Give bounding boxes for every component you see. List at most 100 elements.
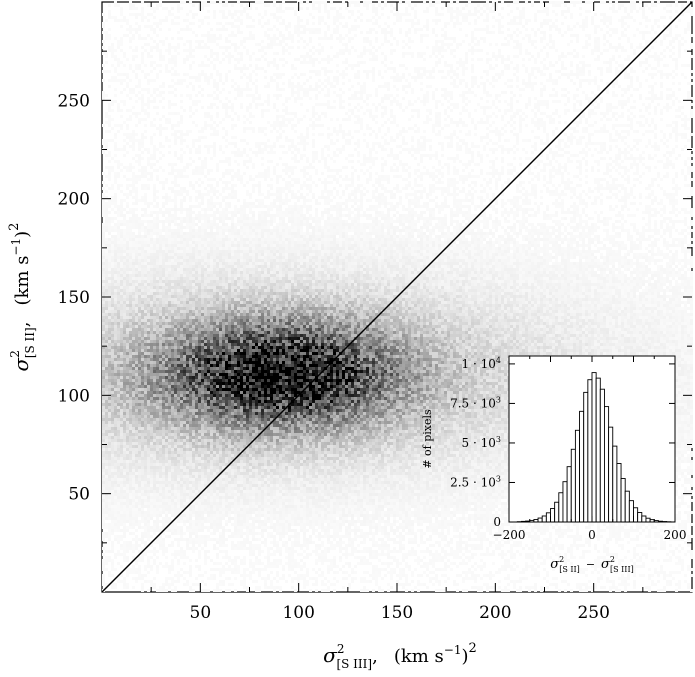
heatmap-cell [141, 223, 144, 226]
heatmap-cell [123, 139, 126, 142]
heatmap-cell [162, 115, 165, 118]
heatmap-cell [189, 565, 192, 568]
heatmap-cell [168, 349, 171, 352]
heatmap-cell [153, 22, 156, 25]
heatmap-cell [102, 262, 105, 265]
heatmap-cell [174, 478, 177, 481]
heatmap-cell [132, 502, 135, 505]
heatmap-cell [114, 229, 117, 232]
heatmap-cell [120, 406, 123, 409]
heatmap-cell [111, 388, 114, 391]
heatmap-cell [180, 340, 183, 343]
heatmap-cell [159, 232, 162, 235]
heatmap-cell [117, 343, 120, 346]
heatmap-cell [162, 385, 165, 388]
heatmap-cell [117, 280, 120, 283]
heatmap-cell [159, 454, 162, 457]
heatmap-cell [171, 490, 174, 493]
heatmap-cell [138, 469, 141, 472]
heatmap-cell [189, 532, 192, 535]
heatmap-cell [186, 310, 189, 313]
heatmap-cell [159, 151, 162, 154]
heatmap-cell [123, 268, 126, 271]
heatmap-cell [165, 499, 168, 502]
heatmap-cell [162, 244, 165, 247]
heatmap-cell [129, 238, 132, 241]
heatmap-cell [159, 547, 162, 550]
heatmap-cell [174, 526, 177, 529]
heatmap-cell [150, 439, 153, 442]
heatmap-cell [132, 172, 135, 175]
heatmap-cell [141, 172, 144, 175]
heatmap-cell [165, 562, 168, 565]
heatmap-cell [132, 568, 135, 571]
heatmap-cell [129, 322, 132, 325]
heatmap-cell [135, 469, 138, 472]
heatmap-cell [120, 262, 123, 265]
heatmap-cell [111, 196, 114, 199]
heatmap-cell [132, 133, 135, 136]
heatmap-cell [135, 67, 138, 70]
heatmap-cell [174, 169, 177, 172]
heatmap-cell [168, 436, 171, 439]
heatmap-cell [132, 382, 135, 385]
heatmap-cell [183, 379, 186, 382]
heatmap-cell [111, 199, 114, 202]
heatmap-cell [132, 352, 135, 355]
heatmap-cell [162, 205, 165, 208]
heatmap-cell [135, 190, 138, 193]
heatmap-cell [150, 433, 153, 436]
heatmap-cell [153, 583, 156, 586]
heatmap-cell [162, 337, 165, 340]
heatmap-cell [129, 328, 132, 331]
heatmap-cell [135, 256, 138, 259]
heatmap-cell [126, 118, 129, 121]
heatmap-cell [156, 436, 159, 439]
heatmap-cell [174, 394, 177, 397]
heatmap-cell [150, 445, 153, 448]
heatmap-cell [168, 490, 171, 493]
heatmap-cell [126, 22, 129, 25]
heatmap-cell [180, 388, 183, 391]
heatmap-cell [129, 289, 132, 292]
heatmap-cell [108, 496, 111, 499]
heatmap-cell [102, 499, 105, 502]
heatmap-cell [147, 256, 150, 259]
heatmap-cell [135, 250, 138, 253]
heatmap-cell [114, 55, 117, 58]
heatmap-cell [144, 385, 147, 388]
heatmap-cell [171, 457, 174, 460]
heatmap-cell [141, 337, 144, 340]
heatmap-cell [174, 574, 177, 577]
heatmap-cell [135, 7, 138, 10]
heatmap-cell [144, 319, 147, 322]
heatmap-cell [183, 484, 186, 487]
heatmap-cell [144, 130, 147, 133]
heatmap-cell [120, 211, 123, 214]
heatmap-cell [132, 106, 135, 109]
heatmap-cell [162, 352, 165, 355]
heatmap-cell [138, 307, 141, 310]
heatmap-cell [144, 169, 147, 172]
heatmap-cell [126, 28, 129, 31]
heatmap-cell [108, 337, 111, 340]
heatmap-cell [153, 265, 156, 268]
heatmap-cell [147, 106, 150, 109]
heatmap-cell [126, 283, 129, 286]
heatmap-cell [156, 127, 159, 130]
heatmap-cell [162, 85, 165, 88]
heatmap-cell [141, 16, 144, 19]
heatmap-cell [147, 364, 150, 367]
heatmap-cell [114, 283, 117, 286]
heatmap-cell [132, 388, 135, 391]
heatmap-cell [102, 463, 105, 466]
heatmap-cell [180, 250, 183, 253]
heatmap-cell [102, 523, 105, 526]
heatmap-cell [156, 541, 159, 544]
heatmap-cell [156, 277, 159, 280]
heatmap-cell [102, 361, 105, 364]
heatmap-cell [180, 469, 183, 472]
heatmap-cell [114, 508, 117, 511]
heatmap-cell [111, 103, 114, 106]
heatmap-cell [141, 298, 144, 301]
